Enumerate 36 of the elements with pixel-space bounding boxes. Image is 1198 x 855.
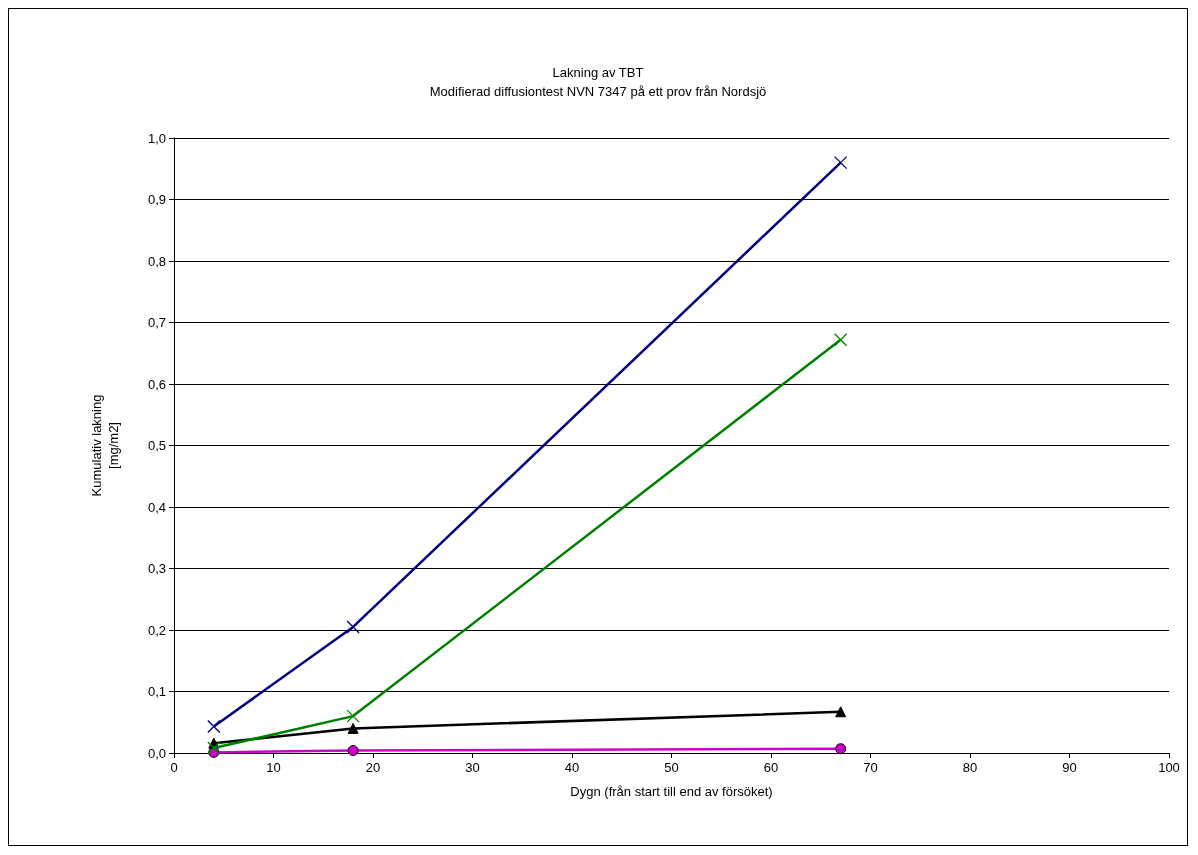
x-tick-label: 20 [365,760,381,775]
x-tick-label: 100 [1158,760,1180,775]
point [346,620,360,634]
x-axis-title: Dygn (från start till end av försöket) [570,784,773,799]
point [347,745,359,757]
y-tick-label: 0,7 [147,315,166,330]
y-tick-label: 0,4 [147,499,166,515]
x-tick-label: 0 [170,760,178,775]
point [835,706,847,718]
point [834,155,848,170]
y-tick-label: 0,5 [147,438,166,453]
x-tick-label: 10 [266,760,281,775]
point [347,722,359,734]
chart-subtitle: Modifierad diffusiontest NVN 7347 på ett prov från Nordsjö [429,84,767,99]
chart-title: Lakning av TBT [552,65,644,80]
y-tick-label: 0,0 [147,745,166,761]
y-tick-label: 1,0 [147,130,166,146]
x-tick-label: 50 [664,760,679,775]
point [834,333,848,347]
point [835,743,847,755]
x-tick-label: 40 [564,760,580,775]
y-tick-label: 0,6 [147,376,166,392]
x-tick-label: 70 [863,760,878,775]
y-tick-label: 0,9 [147,192,166,207]
x-tick-label: 90 [1062,760,1077,775]
x-tick-label: 80 [962,760,978,775]
point [207,741,221,755]
y-tick-label: 0,1 [147,684,166,699]
y-tick-label: 0,3 [147,561,166,576]
y-tick-label: 0,2 [147,622,166,638]
x-tick-label: 30 [465,760,480,775]
point [346,709,360,723]
point [207,719,221,734]
x-tick-label: 60 [763,760,779,775]
y-axis-title: Kumulativ lakning [mg/m2] [89,394,121,497]
y-tick-label: 0,8 [147,253,166,269]
